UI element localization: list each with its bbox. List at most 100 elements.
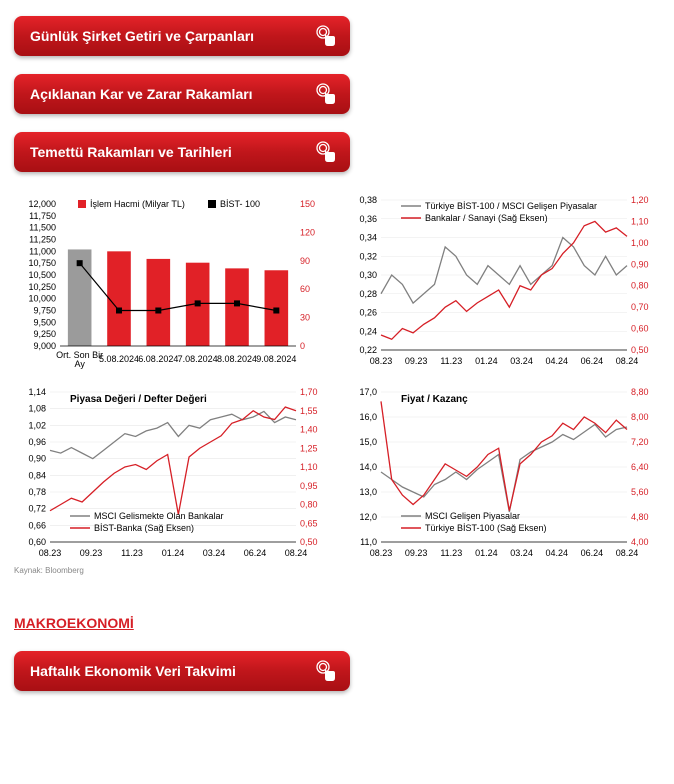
svg-text:08.23: 08.23 <box>370 548 393 558</box>
svg-text:11,250: 11,250 <box>29 235 56 245</box>
button-label: Günlük Şirket Getiri ve Çarpanları <box>30 28 254 44</box>
svg-text:1,10: 1,10 <box>300 462 318 472</box>
svg-text:0,50: 0,50 <box>631 345 649 355</box>
svg-text:0,22: 0,22 <box>359 345 377 355</box>
svg-text:06.24: 06.24 <box>581 548 604 558</box>
svg-text:0,96: 0,96 <box>28 437 46 447</box>
svg-text:11,000: 11,000 <box>29 246 56 256</box>
svg-text:16,0: 16,0 <box>359 412 377 422</box>
svg-text:1,10: 1,10 <box>631 216 649 226</box>
svg-text:90: 90 <box>300 256 310 266</box>
svg-text:11.23: 11.23 <box>121 548 143 558</box>
svg-text:120: 120 <box>300 227 315 237</box>
svg-text:09.23: 09.23 <box>405 356 428 366</box>
click-icon <box>312 22 340 50</box>
svg-text:06.24: 06.24 <box>244 548 267 558</box>
svg-text:60: 60 <box>300 284 310 294</box>
svg-text:12,000: 12,000 <box>28 199 56 209</box>
svg-text:0: 0 <box>300 341 305 351</box>
button-label: Haftalık Ekonomik Veri Takvimi <box>30 663 236 679</box>
chart-pe: 11,012,013,014,015,016,017,04,004,805,60… <box>345 382 657 562</box>
svg-text:8.08.2024: 8.08.2024 <box>217 354 257 364</box>
svg-text:11.23: 11.23 <box>440 356 462 366</box>
svg-text:8,80: 8,80 <box>631 387 649 397</box>
svg-text:1,08: 1,08 <box>28 404 46 414</box>
svg-text:1,20: 1,20 <box>631 195 649 205</box>
svg-text:0,80: 0,80 <box>631 281 649 291</box>
svg-text:0,60: 0,60 <box>28 537 46 547</box>
click-icon <box>312 138 340 166</box>
svg-text:03.24: 03.24 <box>510 548 533 558</box>
svg-text:11,750: 11,750 <box>29 211 56 221</box>
svg-text:06.24: 06.24 <box>581 356 604 366</box>
svg-text:0,70: 0,70 <box>631 302 649 312</box>
svg-text:8,00: 8,00 <box>631 412 649 422</box>
svg-text:Piyasa Değeri / Defter Değeri: Piyasa Değeri / Defter Değeri <box>70 394 207 405</box>
svg-text:6.08.2024: 6.08.2024 <box>138 354 178 364</box>
svg-text:0,24: 0,24 <box>359 326 377 336</box>
svg-text:BİST-Banka (Sağ Eksen): BİST-Banka (Sağ Eksen) <box>94 523 194 533</box>
svg-text:0,50: 0,50 <box>300 537 318 547</box>
svg-text:0,80: 0,80 <box>300 500 318 510</box>
svg-text:0,60: 0,60 <box>631 324 649 334</box>
svg-text:0,32: 0,32 <box>359 251 377 261</box>
svg-text:7.08.2024: 7.08.2024 <box>178 354 218 364</box>
svg-text:03.24: 03.24 <box>203 548 226 558</box>
charts-grid: 9,0009,2509,5009,75010,00010,25010,50010… <box>14 190 660 562</box>
svg-text:03.24: 03.24 <box>510 356 533 366</box>
svg-text:Türkiye BİST-100 / MSCI Gelişe: Türkiye BİST-100 / MSCI Gelişen Piyasala… <box>425 201 597 211</box>
weekly-calendar-button[interactable]: Haftalık Ekonomik Veri Takvimi <box>14 651 350 691</box>
svg-text:17,0: 17,0 <box>359 387 377 397</box>
svg-text:9,750: 9,750 <box>33 306 56 316</box>
svg-text:10,000: 10,000 <box>28 294 56 304</box>
svg-text:0,90: 0,90 <box>28 454 46 464</box>
svg-text:14,0: 14,0 <box>359 462 377 472</box>
svg-text:11.23: 11.23 <box>440 548 462 558</box>
svg-text:4,80: 4,80 <box>631 512 649 522</box>
svg-text:13,0: 13,0 <box>359 487 377 497</box>
svg-text:5.08.2024: 5.08.2024 <box>99 354 139 364</box>
svg-text:10,500: 10,500 <box>28 270 56 280</box>
svg-text:1,14: 1,14 <box>28 387 46 397</box>
svg-text:30: 30 <box>300 313 310 323</box>
svg-text:MSCI Gelişen Piyasalar: MSCI Gelişen Piyasalar <box>425 511 520 521</box>
dividend-button[interactable]: Temettü Rakamları ve Tarihleri <box>14 132 350 172</box>
svg-text:09.23: 09.23 <box>405 548 428 558</box>
svg-text:10,750: 10,750 <box>28 258 56 268</box>
profit-loss-button[interactable]: Açıklanan Kar ve Zarar Rakamları <box>14 74 350 114</box>
source-text: Kaynak: Bloomberg <box>14 566 660 575</box>
svg-text:09.23: 09.23 <box>80 548 103 558</box>
svg-text:0,78: 0,78 <box>28 487 46 497</box>
svg-text:08.23: 08.23 <box>370 356 393 366</box>
svg-text:Bankalar / Sanayi (Sağ Eksen): Bankalar / Sanayi (Sağ Eksen) <box>425 213 548 223</box>
svg-text:1,55: 1,55 <box>300 406 318 416</box>
svg-text:0,36: 0,36 <box>359 214 377 224</box>
svg-text:0,90: 0,90 <box>631 259 649 269</box>
svg-text:İşlem Hacmi (Milyar TL): İşlem Hacmi (Milyar TL) <box>90 199 185 209</box>
svg-text:11,500: 11,500 <box>29 223 56 233</box>
svg-text:6,40: 6,40 <box>631 462 649 472</box>
svg-text:BİST- 100: BİST- 100 <box>220 199 260 209</box>
svg-text:01.24: 01.24 <box>475 356 498 366</box>
svg-text:01.24: 01.24 <box>475 548 498 558</box>
svg-text:Fiyat / Kazanç: Fiyat / Kazanç <box>401 394 468 405</box>
click-icon <box>312 657 340 685</box>
daily-returns-button[interactable]: Günlük Şirket Getiri ve Çarpanları <box>14 16 350 56</box>
svg-text:0,65: 0,65 <box>300 518 318 528</box>
svg-text:MSCI Gelismekte Olan Bankalar: MSCI Gelismekte Olan Bankalar <box>94 511 224 521</box>
svg-text:150: 150 <box>300 199 315 209</box>
svg-text:7,20: 7,20 <box>631 437 649 447</box>
svg-text:08.24: 08.24 <box>616 356 639 366</box>
svg-text:0,28: 0,28 <box>359 289 377 299</box>
svg-text:0,30: 0,30 <box>359 270 377 280</box>
click-icon <box>312 80 340 108</box>
svg-text:04.24: 04.24 <box>545 356 568 366</box>
svg-text:5,60: 5,60 <box>631 487 649 497</box>
svg-text:9.08.2024: 9.08.2024 <box>256 354 296 364</box>
makro-title: MAKROEKONOMİ <box>14 615 660 631</box>
svg-text:1,70: 1,70 <box>300 387 318 397</box>
svg-text:11,0: 11,0 <box>360 537 377 547</box>
chart-bist-msci: 0,220,240,260,280,300,320,340,360,380,50… <box>345 190 657 370</box>
svg-text:Ay: Ay <box>74 359 85 369</box>
svg-text:08.24: 08.24 <box>285 548 308 558</box>
